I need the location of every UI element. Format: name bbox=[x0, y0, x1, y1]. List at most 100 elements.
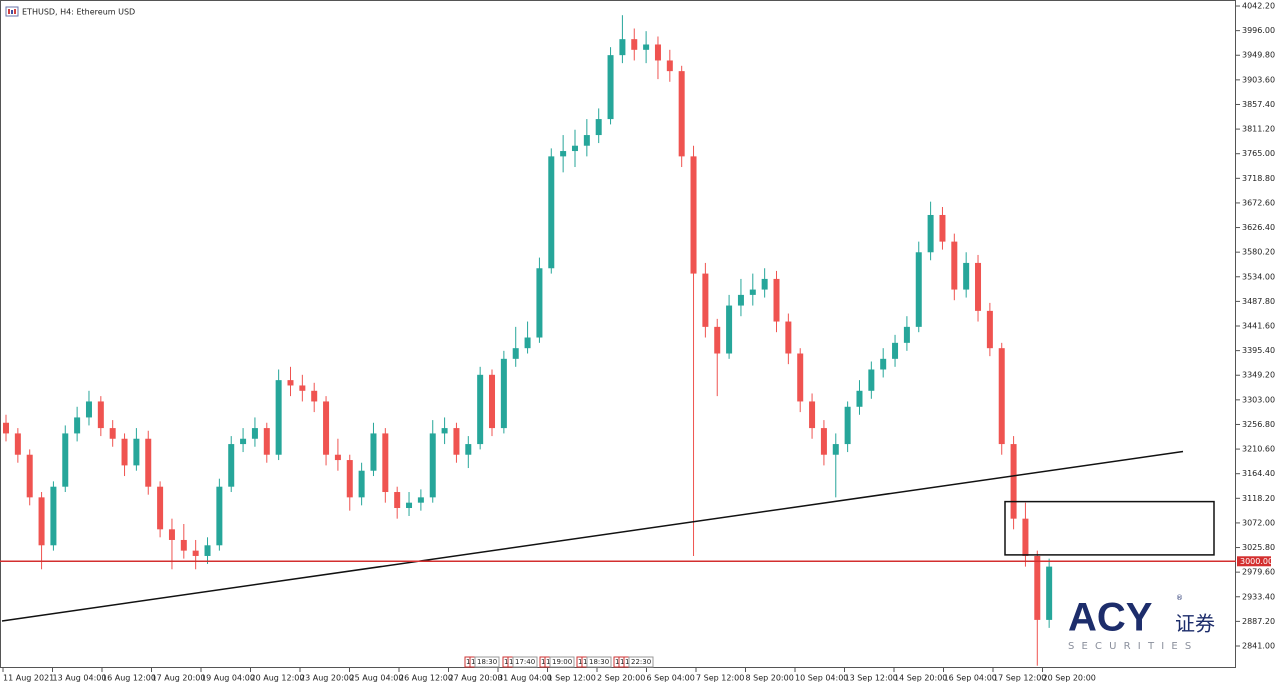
candle-body bbox=[121, 438, 128, 466]
y-tick-label: 3718.80 bbox=[1242, 174, 1275, 183]
candle-body bbox=[228, 444, 235, 487]
watermark-sub: S E C U R I T I E S bbox=[1068, 641, 1193, 652]
candle-body bbox=[903, 326, 910, 343]
candle-body bbox=[619, 39, 626, 56]
x-tick-label: 23 Aug 20:00 bbox=[300, 674, 354, 683]
session-flag: 1 bbox=[583, 658, 587, 666]
y-tick-label: 3164.40 bbox=[1242, 469, 1275, 478]
y-tick-label: 3441.60 bbox=[1242, 322, 1275, 331]
level-tag-label: 3000.00 bbox=[1240, 557, 1273, 566]
y-tick-label: 3395.40 bbox=[1242, 346, 1275, 355]
y-tick-label: 3811.20 bbox=[1242, 125, 1275, 134]
session-flag: 1 bbox=[504, 658, 508, 666]
candle-body bbox=[998, 348, 1005, 445]
candle-body bbox=[643, 44, 650, 50]
candle-body bbox=[394, 492, 401, 509]
session-time: 19:00 bbox=[552, 658, 572, 666]
candle-body bbox=[26, 454, 33, 498]
x-tick-label: 17 Aug 20:00 bbox=[152, 674, 206, 683]
candle-body bbox=[334, 454, 341, 461]
candle-body bbox=[417, 497, 424, 503]
candle-body bbox=[275, 380, 282, 455]
x-tick-label: 13 Aug 04:00 bbox=[53, 674, 107, 683]
y-tick-label: 2933.40 bbox=[1242, 592, 1275, 601]
session-flag: 1 bbox=[546, 658, 550, 666]
x-tick-label: 2 Sep 20:00 bbox=[597, 674, 645, 683]
candle-body bbox=[133, 438, 140, 466]
x-tick-label: 1 Sep 12:00 bbox=[548, 674, 596, 683]
candle-body bbox=[607, 55, 614, 120]
candle-body bbox=[785, 321, 792, 354]
candle-body bbox=[880, 358, 887, 370]
candle-body bbox=[714, 326, 721, 354]
y-tick-label: 3672.60 bbox=[1242, 198, 1275, 207]
x-tick-label: 13 Sep 12:00 bbox=[845, 674, 898, 683]
candle-body bbox=[465, 444, 472, 455]
candle-body bbox=[263, 428, 270, 455]
chart-title: ETHUSD, H4: Ethereum USD bbox=[22, 8, 135, 17]
candle-body bbox=[299, 385, 306, 391]
candle-body bbox=[97, 401, 104, 429]
candle-body bbox=[868, 369, 875, 391]
candle-body bbox=[583, 135, 590, 146]
x-tick-label: 10 Sep 04:00 bbox=[795, 674, 848, 683]
x-tick-label: 27 Aug 20:00 bbox=[449, 674, 503, 683]
candle-body bbox=[536, 268, 543, 338]
x-tick-label: 6 Sep 04:00 bbox=[647, 674, 695, 683]
x-tick-label: 16 Aug 12:00 bbox=[102, 674, 156, 683]
candle-body bbox=[797, 353, 804, 402]
session-time: 17:40 bbox=[515, 658, 535, 666]
candle-body bbox=[927, 214, 934, 253]
candle-body bbox=[666, 60, 673, 72]
candle-body bbox=[773, 278, 780, 322]
candle-body bbox=[975, 262, 982, 311]
session-time: 18:30 bbox=[477, 658, 497, 666]
y-tick-label: 3857.40 bbox=[1242, 100, 1275, 109]
y-tick-label: 3765.00 bbox=[1242, 149, 1275, 158]
symbol-icon bbox=[5, 6, 19, 17]
candle-body bbox=[14, 433, 21, 455]
watermark-brand: ACY bbox=[1068, 596, 1153, 640]
candle-body bbox=[62, 433, 69, 487]
level-tag bbox=[1237, 556, 1271, 567]
candle-body bbox=[986, 310, 993, 349]
x-tick-label: 17 Sep 12:00 bbox=[993, 674, 1046, 683]
candle-body bbox=[512, 348, 519, 359]
session-flag: 1 bbox=[578, 658, 582, 666]
candle-body bbox=[749, 289, 756, 295]
session-flag: 1 bbox=[466, 658, 470, 666]
y-tick-label: 3025.80 bbox=[1242, 543, 1275, 552]
candle-body bbox=[323, 401, 330, 455]
candle-body bbox=[820, 428, 827, 455]
session-time-box bbox=[512, 656, 538, 668]
candle-body bbox=[654, 44, 661, 61]
x-tick-label: 20 Sep 20:00 bbox=[1043, 674, 1096, 683]
candle-body bbox=[690, 156, 697, 274]
candle-body bbox=[38, 497, 45, 546]
session-time-box bbox=[474, 656, 500, 668]
candle-body bbox=[370, 433, 377, 471]
x-tick-label: 14 Sep 20:00 bbox=[894, 674, 947, 683]
candle-body bbox=[1046, 566, 1053, 620]
candle-body bbox=[571, 145, 578, 152]
y-tick-label: 3996.00 bbox=[1242, 26, 1275, 35]
candle-body bbox=[832, 444, 839, 455]
candle-body bbox=[453, 428, 460, 455]
candle-body bbox=[737, 294, 744, 306]
x-tick-label: 7 Sep 12:00 bbox=[696, 674, 744, 683]
trendline bbox=[1, 450, 1184, 622]
session-time-box bbox=[586, 656, 612, 668]
y-tick-label: 2887.20 bbox=[1242, 617, 1275, 626]
session-flag: 1 bbox=[620, 658, 624, 666]
candle-body bbox=[204, 545, 211, 556]
zone-box bbox=[1004, 500, 1215, 556]
candle-body bbox=[963, 262, 970, 290]
session-time-box bbox=[628, 656, 654, 668]
candle-body bbox=[702, 273, 709, 327]
candle-body bbox=[500, 358, 507, 429]
candle-body bbox=[477, 374, 484, 445]
candle-body bbox=[287, 380, 294, 386]
y-tick-label: 3487.80 bbox=[1242, 297, 1275, 306]
y-tick-label: 3949.80 bbox=[1242, 51, 1275, 60]
y-tick-label: 2979.60 bbox=[1242, 568, 1275, 577]
